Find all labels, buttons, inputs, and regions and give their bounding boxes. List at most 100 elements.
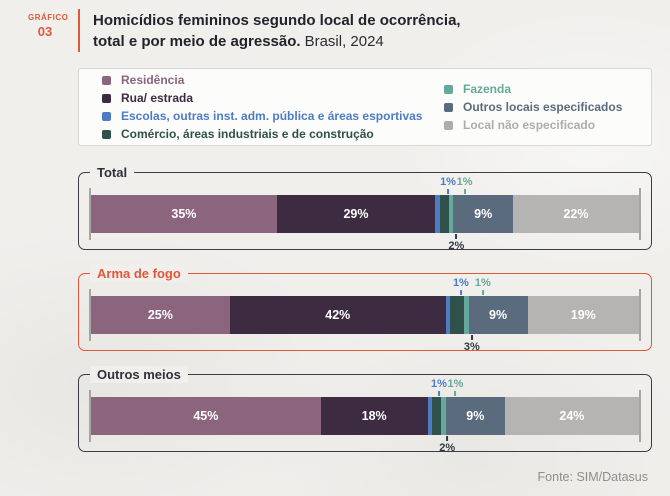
legend-item-local-nao-especificado: Local não especificado (444, 117, 651, 132)
axis-tick-end (639, 390, 641, 442)
bar-area-outros-meios: 45% 18% 9% 24% 1% 1% 2% (89, 378, 641, 454)
callout-above-escolas-outras-inst-adm-publica-e-areas-esportivas: 1% (431, 378, 447, 396)
legend-swatch (444, 84, 453, 94)
callout-tick (454, 391, 457, 396)
callout-tick (455, 234, 458, 239)
bar-area-total: 35% 29% 9% 22% 1% 1% 2% (89, 176, 641, 252)
legend-item-comercio-areas-industriais-e-de-construcao: Comércio, áreas industriais e de constru… (102, 126, 444, 141)
legend-swatch (444, 102, 453, 112)
callout-value-label: 2% (448, 240, 465, 252)
legend-column: Residência Rua/ estrada Escolas, outras in… (102, 73, 444, 140)
legend-swatch (102, 75, 111, 85)
legend-column: Fazenda Outros locais especificados Local … (444, 77, 651, 137)
callout-above-fazenda: 1% (447, 378, 463, 396)
legend-swatch (102, 129, 111, 139)
callout-tick (463, 189, 466, 194)
segment-value-label: 9% (474, 207, 493, 221)
bar-segment-local-nao-especificado: 24% (504, 397, 639, 435)
callout-tick (437, 391, 440, 396)
callout-above-escolas-outras-inst-adm-publica-e-areas-esportivas: 1% (453, 277, 469, 295)
bar-segment-outros-locais-especificados: 9% (468, 296, 528, 334)
bar-segment-escolas-outras-inst-adm-publica-e-areas-esportivas (427, 397, 433, 435)
legend-label: Local não especificado (463, 117, 596, 132)
axis-tick-end (639, 188, 641, 240)
legend-item-residencia: Residência (102, 73, 444, 87)
chart-title-line2-bold: total e por meio de agressão. (93, 33, 301, 50)
segment-value-label: 29% (343, 207, 369, 221)
legend-label: Comércio, áreas industriais e de constru… (121, 126, 374, 141)
callout-above-fazenda: 1% (457, 176, 473, 194)
callout-value-label: 1% (452, 277, 469, 289)
chart-title-line1: Homicídios femininos segundo local de oc… (93, 12, 461, 29)
callout-value-label: 1% (474, 277, 491, 289)
bar-segment-rua-estrada: 18% (320, 397, 428, 435)
segment-value-label: 35% (171, 207, 197, 221)
callout-value-label: 2% (439, 442, 456, 454)
bar-segment-rua-estrada: 29% (276, 195, 436, 233)
segment-value-label: 45% (193, 409, 219, 423)
segment-value-label: 22% (563, 207, 589, 221)
callout-below-comercio-areas-industriais-e-de-construcao: 2% (448, 234, 464, 252)
callout-value-label: 1% (431, 378, 447, 390)
segment-value-label: 9% (466, 409, 485, 423)
chart-title: Homicídios femininos segundo local de oc… (93, 9, 461, 52)
legend-swatch (444, 120, 453, 130)
bar-segment-escolas-outras-inst-adm-publica-e-areas-esportivas (435, 195, 440, 233)
panel-label-arma-de-fogo: Arma de fogo (90, 265, 188, 282)
bar-segment-local-nao-especificado: 22% (512, 195, 639, 233)
stacked-bar: 35% 29% 9% 22% (91, 195, 639, 233)
legend-label: Fazenda (463, 81, 512, 96)
stacked-bar: 45% 18% 9% 24% (91, 397, 639, 435)
header-divider (78, 9, 80, 52)
bar-segment-comercio-areas-industriais-e-de-construcao (450, 296, 464, 334)
callout-tick (446, 436, 449, 441)
legend-label: Rua/ estrada (121, 90, 194, 105)
callout-value-label: 3% (463, 341, 480, 353)
source-note: Fonte: SIM/Datasus (537, 470, 648, 484)
bar-segment-residencia: 25% (91, 296, 230, 334)
bar-area-arma-de-fogo: 25% 42% 9% 19% 1% 1% 3% (89, 277, 641, 353)
axis-tick-start (89, 188, 91, 240)
legend-item-rua-estrada: Rua/ estrada (102, 90, 444, 105)
bar-segment-comercio-areas-industriais-e-de-construcao (439, 195, 449, 233)
chart-kicker: GRÁFICO 03 (28, 13, 69, 39)
callout-above-fazenda: 1% (475, 277, 491, 295)
panel-label-outros-meios: Outros meios (90, 366, 188, 383)
chart-subtitle: Brasil, 2024 (304, 33, 384, 50)
segment-value-label: 25% (147, 308, 173, 322)
chart-kicker-label: GRÁFICO (28, 13, 69, 22)
legend-label: Outros locais especificados (463, 99, 623, 114)
legend-item-fazenda: Fazenda (444, 81, 651, 96)
panel-label-total: Total (90, 164, 135, 181)
axis-tick-start (89, 390, 91, 442)
legend-label: Escolas, outras inst. adm. pública e áre… (121, 108, 423, 123)
chart-number: 03 (37, 24, 53, 39)
bar-segment-comercio-areas-industriais-e-de-construcao (432, 397, 442, 435)
callout-value-label: 1% (447, 378, 464, 390)
axis-tick-start (89, 289, 91, 341)
panel-arma-de-fogo: Arma de fogo 25% 42% 9% 19% 1% 1% 3% (78, 265, 652, 353)
legend-swatch (102, 111, 111, 121)
bar-segment-outros-locais-especificados: 9% (453, 195, 513, 233)
callout-value-label: 1% (440, 176, 456, 188)
stacked-bar: 25% 42% 9% 19% (91, 296, 639, 334)
bar-segment-fazenda (463, 296, 469, 334)
bar-segment-rua-estrada: 42% (229, 296, 446, 334)
callout-above-escolas-outras-inst-adm-publica-e-areas-esportivas: 1% (440, 176, 456, 194)
callout-tick (459, 290, 462, 295)
bar-segment-outros-locais-especificados: 9% (445, 397, 505, 435)
legend-item-escolas-outras-inst-adm-publica-e-areas-esportivas: Escolas, outras inst. adm. pública e áre… (102, 108, 444, 123)
callout-value-label: 1% (456, 176, 473, 188)
bar-segment-residencia: 45% (91, 397, 321, 435)
callout-below-comercio-areas-industriais-e-de-construcao: 3% (464, 335, 480, 353)
segment-value-label: 24% (559, 409, 585, 423)
panel-total: Total 35% 29% 9% 22% 1% 1% 2% (78, 164, 652, 252)
callout-tick (470, 335, 473, 340)
legend-item-outros-locais-especificados: Outros locais especificados (444, 99, 651, 114)
bar-segment-local-nao-especificado: 19% (527, 296, 639, 334)
chart-title-line2: total e por meio de agressão. Brasil, 202… (93, 31, 461, 52)
legend: Residência Rua/ estrada Escolas, outras in… (78, 68, 652, 146)
callout-below-comercio-areas-industriais-e-de-construcao: 2% (439, 436, 455, 454)
panel-outros-meios: Outros meios 45% 18% 9% 24% 1% 1% 2% (78, 366, 652, 454)
